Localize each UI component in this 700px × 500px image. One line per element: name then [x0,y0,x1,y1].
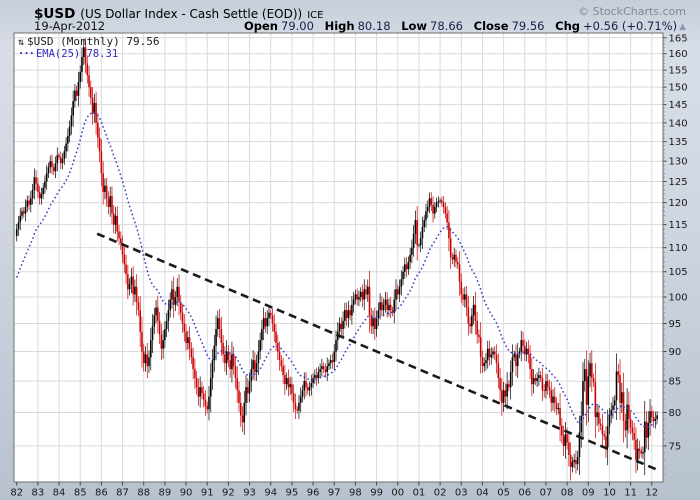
svg-text:12: 12 [645,488,658,499]
svg-text:130: 130 [669,157,688,168]
svg-text:93: 93 [243,488,256,499]
ema-dotted-line-icon: ··· [18,48,35,60]
chg-label: Chg [555,19,581,33]
svg-text:85: 85 [74,488,87,499]
svg-text:92: 92 [222,488,235,499]
svg-text:75: 75 [669,441,682,452]
svg-text:82: 82 [10,488,23,499]
svg-text:87: 87 [116,488,129,499]
svg-text:05: 05 [497,488,510,499]
legend-ema-label: EMA(25) 78.31 [35,48,119,60]
copyright: © StockCharts.com [578,5,686,18]
close-label: Close [473,19,509,33]
svg-text:115: 115 [669,220,688,231]
svg-text:100: 100 [669,293,688,304]
up-triangle-icon: ▲ [679,22,686,32]
close-value: 79.56 [511,19,545,33]
symbol-description: (US Dollar Index - Cash Settle (EOD)) [80,7,303,21]
chart-date: 19-Apr-2012 [34,19,106,33]
y-axis: 165 160 155 150 145 140 135 130 125 120 115 110 105 1… [663,33,688,475]
legend-series: ⇅ $USD (Monthly) 79.56 [18,35,159,48]
high-value: 80.18 [357,19,391,33]
svg-text:135: 135 [669,137,688,148]
svg-text:150: 150 [669,83,688,94]
exchange-label: ICE [307,10,324,21]
low-label: Low [401,19,428,33]
svg-text:145: 145 [669,100,688,111]
svg-text:95: 95 [286,488,299,499]
svg-text:97: 97 [328,488,341,499]
svg-text:01: 01 [413,488,426,499]
svg-text:96: 96 [307,488,320,499]
svg-text:04: 04 [476,488,489,499]
downtrend-line [96,232,660,472]
symbol: $USD [34,6,76,22]
svg-text:00: 00 [391,488,404,499]
svg-text:99: 99 [370,488,383,499]
svg-text:88: 88 [137,488,150,499]
svg-text:02: 02 [434,488,447,499]
svg-text:10: 10 [603,488,616,499]
svg-text:155: 155 [669,66,688,77]
svg-text:90: 90 [180,488,193,499]
svg-text:09: 09 [582,488,595,499]
svg-text:07: 07 [540,488,553,499]
svg-text:91: 91 [201,488,214,499]
updown-arrows-icon: ⇅ [18,37,25,48]
svg-text:95: 95 [669,319,682,330]
svg-text:08: 08 [561,488,574,499]
svg-text:94: 94 [264,488,277,499]
chart-title: $USD (US Dollar Index - Cash Settle (EOD)… [34,3,323,22]
high-label: High [324,19,355,33]
svg-text:11: 11 [624,488,637,499]
open-value: 79.00 [281,19,314,33]
chg-value: +0.56 (+0.71%) [583,19,678,33]
svg-text:140: 140 [669,118,688,129]
low-value: 78.66 [430,19,463,33]
svg-text:86: 86 [95,488,108,499]
svg-text:03: 03 [455,488,468,499]
svg-text:165: 165 [669,33,688,44]
svg-text:125: 125 [669,177,688,188]
ohlc-quote-bar: Open 79.00 High 80.18 Low 78.66 Close 79.56 … [244,19,686,33]
svg-text:80: 80 [669,408,682,419]
x-axis: 82 83 84 85 86 87 88 89 90 91 92 93 94 95 96 97 98 99 00 01… [10,482,658,499]
svg-text:160: 160 [669,49,688,60]
candlestick-series [15,38,658,481]
svg-text:105: 105 [669,267,688,278]
svg-text:89: 89 [159,488,172,499]
svg-text:90: 90 [669,347,682,358]
svg-text:98: 98 [349,488,362,499]
svg-text:83: 83 [32,488,45,499]
open-label: Open [244,19,278,33]
legend-series-label: $USD (Monthly) 79.56 [27,35,160,48]
svg-text:85: 85 [669,377,682,388]
plot-area [14,33,663,482]
svg-text:120: 120 [669,198,688,209]
svg-text:06: 06 [518,488,531,499]
ema-line [16,111,658,428]
svg-text:84: 84 [53,488,66,499]
svg-text:110: 110 [669,243,688,254]
legend-ema: ··· EMA(25) 78.31 [18,48,118,60]
